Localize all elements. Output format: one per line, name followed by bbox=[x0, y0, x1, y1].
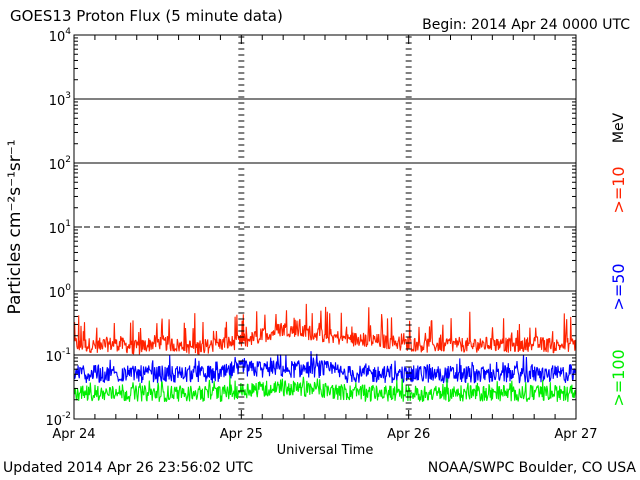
y-tick-label: 103 bbox=[49, 91, 71, 109]
credit-label: NOAA/SWPC Boulder, CO USA bbox=[427, 460, 636, 476]
series-line-ge100 bbox=[73, 375, 577, 403]
legend-unit-label: MeV bbox=[611, 112, 627, 143]
x-axis-title: Universal Time bbox=[277, 443, 374, 458]
begin-time-label: Begin: 2014 Apr 24 0000 UTC bbox=[422, 17, 630, 33]
chart-title: GOES13 Proton Flux (5 minute data) bbox=[10, 7, 283, 25]
y-tick-label: 102 bbox=[49, 155, 71, 173]
axes-layer bbox=[73, 34, 577, 420]
y-tick-label: 104 bbox=[49, 27, 72, 45]
legend-entry: >=100 bbox=[609, 349, 628, 406]
legend-entry: >=10 bbox=[609, 166, 628, 213]
x-tick-label: Apr 25 bbox=[220, 427, 263, 442]
updated-timestamp: Updated 2014 Apr 26 23:56:02 UTC bbox=[3, 460, 254, 476]
x-tick-label: Apr 26 bbox=[387, 427, 430, 442]
series-layer bbox=[73, 303, 577, 403]
legend-entry: >=50 bbox=[609, 263, 628, 310]
series-line-ge50 bbox=[73, 351, 577, 384]
series-line-ge10 bbox=[73, 303, 577, 356]
y-tick-label: 10-2 bbox=[45, 411, 71, 429]
y-tick-label: 100 bbox=[49, 283, 72, 301]
y-axis-title: Particles cm⁻²s⁻¹sr⁻¹ bbox=[5, 139, 25, 314]
grid-layer bbox=[74, 36, 576, 416]
y-tick-label: 101 bbox=[49, 219, 71, 237]
y-tick-label: 10-1 bbox=[45, 347, 71, 365]
x-tick-label: Apr 24 bbox=[52, 427, 95, 442]
x-tick-label: Apr 27 bbox=[554, 427, 597, 442]
